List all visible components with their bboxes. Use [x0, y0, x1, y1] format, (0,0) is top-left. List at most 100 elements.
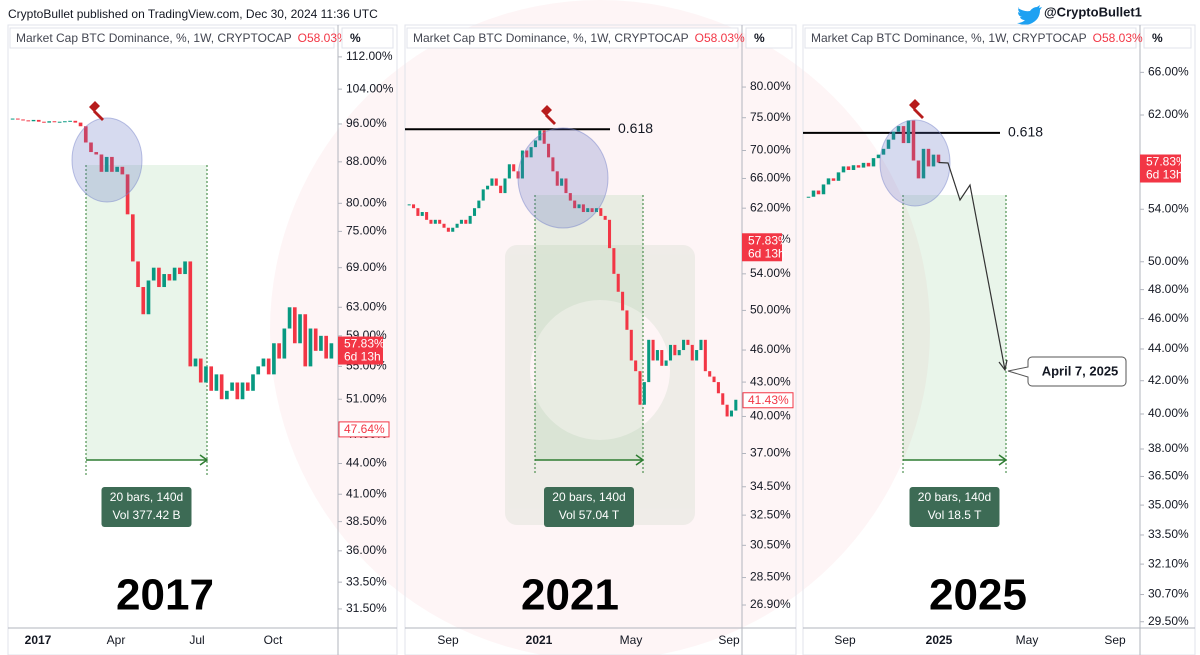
candle	[188, 261, 193, 367]
candle	[464, 219, 468, 224]
candle	[642, 382, 646, 405]
candle	[721, 393, 725, 405]
candle	[651, 339, 655, 361]
candle	[407, 204, 411, 206]
candle	[921, 148, 926, 179]
y-tick-label: 54.00%	[1148, 201, 1189, 215]
candle	[560, 178, 564, 186]
candle	[647, 339, 651, 383]
range-stats: Vol 18.5 T	[928, 508, 982, 522]
candle	[472, 208, 477, 216]
x-tick-label: Sep	[718, 633, 740, 647]
candle	[481, 189, 485, 201]
candle	[26, 120, 31, 122]
candle	[866, 162, 871, 167]
range-arrowhead	[635, 454, 645, 466]
candle	[219, 374, 224, 400]
candle	[240, 382, 245, 400]
candle	[429, 219, 433, 224]
highlight-ellipse	[517, 127, 609, 229]
y-tick-label: 42.00%	[1148, 373, 1189, 387]
candle	[621, 291, 625, 311]
last-price-label: 57.83%	[344, 337, 385, 351]
countdown-label: 6d 13h	[344, 350, 381, 364]
range-shade	[535, 195, 643, 460]
handle[interactable]: @CryptoBullet1	[1044, 4, 1142, 19]
y-tick-label: 54.00%	[750, 266, 791, 280]
y-tick-label: 30.50%	[750, 537, 791, 551]
candle	[21, 119, 25, 121]
panel-frame	[802, 24, 1196, 655]
candle	[503, 178, 507, 194]
y-tick-label: 33.50%	[346, 574, 387, 588]
y-tick-label: 48.00%	[1148, 282, 1189, 296]
y-tick-label: 26.90%	[750, 597, 791, 611]
candle	[512, 164, 516, 172]
y-tick-label: 80.00%	[750, 79, 791, 93]
candle	[686, 339, 690, 345]
candle	[303, 314, 308, 367]
x-tick-label: May	[620, 633, 643, 647]
candle	[94, 152, 99, 155]
byline: CryptoBullet published on TradingView.co…	[8, 7, 378, 21]
candle	[896, 126, 901, 132]
chart-panel: Market Cap BTC Dominance, %, 1W, CRYPTOC…	[404, 24, 797, 655]
candle	[99, 154, 104, 172]
y-tick-label: 44.00%	[346, 456, 387, 470]
candle	[10, 118, 15, 120]
y-tick-label: 62.00%	[750, 200, 791, 214]
x-tick-label: 2025	[926, 633, 953, 647]
y-tick-label: 70.00%	[750, 143, 791, 157]
y-tick-label: 32.50%	[750, 507, 791, 521]
close-marker-label: 47.64%	[344, 422, 385, 436]
candle	[586, 208, 590, 213]
candle	[871, 158, 876, 167]
candle	[230, 382, 234, 391]
candle	[151, 267, 156, 281]
hammer-icon	[909, 99, 924, 119]
fib-label: 0.618	[1008, 124, 1043, 140]
candle	[486, 185, 490, 190]
candle	[841, 166, 846, 173]
candle	[612, 248, 616, 274]
y-tick-label: 66.00%	[750, 171, 791, 185]
candle	[525, 150, 529, 158]
candle	[235, 382, 240, 400]
candle	[272, 343, 276, 375]
candle	[446, 227, 450, 232]
y-tick-label: 41.00%	[346, 486, 387, 500]
fib-label: 0.618	[618, 120, 653, 136]
legend: Market Cap BTC Dominance, %, 1W, CRYPTOC…	[413, 31, 767, 45]
axis-unit: %	[350, 31, 361, 45]
candle	[926, 148, 931, 167]
candle	[655, 350, 659, 361]
candle	[664, 360, 668, 366]
callout-label: April 7, 2025	[1042, 363, 1119, 378]
candle	[826, 178, 831, 185]
candle	[551, 157, 555, 172]
panel-frame	[7, 24, 398, 655]
candle	[63, 121, 67, 123]
legend-symbol: Market Cap BTC Dominance, %, 1W, CRYPTOC…	[811, 31, 1087, 45]
candle	[425, 212, 429, 220]
candle	[607, 219, 612, 249]
candle	[542, 130, 546, 144]
range-shade	[86, 165, 207, 460]
candle	[590, 208, 594, 213]
candle	[494, 178, 498, 186]
candle	[277, 343, 281, 359]
candle	[891, 131, 896, 140]
candle	[245, 382, 250, 391]
x-tick-label: Sep	[1104, 633, 1126, 647]
candle	[172, 267, 177, 281]
x-tick-label: Sep	[834, 633, 856, 647]
y-tick-label: 29.50%	[1148, 614, 1189, 628]
range-arrowhead	[998, 454, 1008, 466]
last-price-box	[1140, 154, 1181, 183]
candle	[167, 274, 172, 281]
y-tick-label: 37.00%	[750, 446, 791, 460]
candle	[846, 166, 851, 170]
candle	[136, 261, 140, 288]
candle	[451, 227, 455, 232]
candle	[319, 335, 323, 351]
